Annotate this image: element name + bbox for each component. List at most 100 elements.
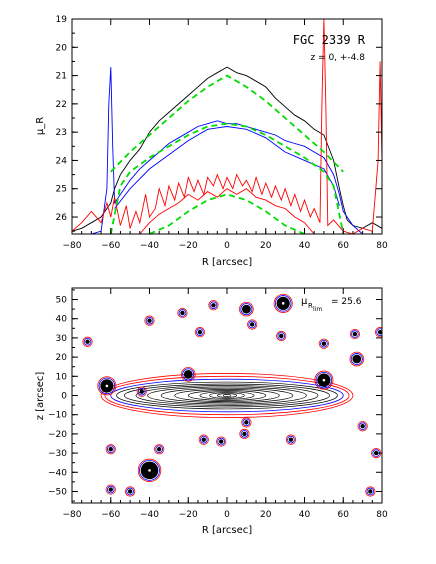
star-isophote-red — [365, 486, 376, 497]
contour-ytick-label: −20 — [48, 430, 67, 440]
profile-series-line-5 — [139, 188, 315, 235]
disk-isophote-5 — [187, 390, 267, 401]
contour-xtick-label: 60 — [338, 510, 350, 520]
profile-xlabel: R [arcsec] — [202, 257, 252, 268]
star-highlight — [105, 384, 109, 388]
star-isophote-red — [136, 386, 147, 397]
star-isophote-blue — [155, 445, 163, 454]
star-isophote-blue — [240, 430, 249, 438]
limit-sub: R — [308, 302, 313, 310]
star-isophote-red — [180, 367, 196, 382]
contour-xtick-label: −60 — [101, 510, 120, 520]
contour-panel: −80 −60 −40 −20 0 20 40 60 80 50 40 30 20 10 0 −10 −20 −3… — [35, 287, 388, 536]
contour-ylabel: z [arcsec] — [35, 372, 46, 421]
star-isophote-blue — [199, 435, 208, 444]
star-core — [288, 437, 294, 442]
profile-ytick-label: 19 — [56, 15, 68, 25]
star-isophote-red — [374, 327, 382, 338]
star-isophote-blue — [277, 332, 286, 340]
limit-value: = 25.6 — [331, 297, 362, 307]
star-core — [321, 341, 327, 346]
star-isophote-blue — [83, 337, 92, 346]
star-isophote-blue — [376, 328, 382, 336]
profile-xtick-label: −40 — [140, 241, 159, 251]
star-isophote-blue — [126, 487, 134, 496]
star-core — [183, 369, 193, 379]
star-isophote-blue — [242, 418, 251, 427]
limit-mu: μ — [301, 296, 308, 307]
disk-isophote-1 — [222, 393, 232, 398]
star-isophote-blue — [315, 371, 333, 389]
star-isophote-red — [194, 327, 205, 338]
contour-ytick-label: 0 — [61, 392, 67, 402]
star-isophote-red — [105, 444, 116, 455]
profile-ylabel: μ_R — [35, 117, 46, 135]
star-core — [368, 489, 373, 494]
star-isophote-red — [349, 328, 360, 340]
profile-ytick-label: 26 — [56, 213, 68, 223]
contour-ytick-label: 50 — [56, 296, 68, 306]
star-isophote-blue — [137, 387, 146, 396]
star-isophote-red — [125, 486, 136, 497]
contour-ytick-label: 40 — [56, 315, 68, 325]
limit-annotation: μ R lim = 25.6 — [301, 296, 362, 313]
star-core — [279, 333, 284, 339]
star-isophote-blue — [139, 459, 160, 481]
star-isophote-blue — [248, 320, 256, 329]
star-isophote-red — [216, 436, 227, 447]
star-core — [244, 420, 249, 425]
disk-isophote-11 — [116, 381, 338, 410]
contour-xtick-label: −80 — [63, 510, 82, 520]
star-isophote-red — [357, 421, 368, 432]
profile-xtick-label: 60 — [338, 241, 350, 251]
star-isophote-red — [239, 428, 250, 439]
disk-isophote-9 — [135, 385, 319, 406]
star-highlight — [322, 378, 326, 382]
profile-series-line-1 — [71, 66, 383, 232]
profile-series-line-3 — [114, 126, 340, 209]
star-isophote-blue — [366, 487, 375, 496]
disk-isophote-6 — [174, 389, 280, 402]
star-isophote-red — [273, 293, 293, 313]
contour-ytick-label: −10 — [48, 411, 67, 421]
disk-isophote-red-1 — [100, 373, 354, 418]
profile-ytick-label: 22 — [56, 100, 67, 110]
star-core — [377, 329, 382, 335]
star-isophote-blue — [350, 353, 363, 366]
star-core — [127, 489, 133, 494]
disk-isophote-blue — [110, 378, 344, 413]
contour-xtick-label: −20 — [179, 510, 198, 520]
star-isophote-red — [318, 338, 329, 349]
star-isophote-blue — [178, 309, 187, 317]
contour-xtick-label: 20 — [260, 510, 272, 520]
star-isophote-red — [349, 351, 365, 367]
star-isophote-blue — [287, 435, 295, 444]
disk-isophote-10 — [123, 383, 331, 408]
star-isophote-red — [105, 484, 116, 495]
star-core — [241, 304, 251, 314]
contour-ytick-label: −50 — [48, 487, 67, 497]
profile-title: FGC 2339 R — [293, 33, 366, 47]
star-core — [108, 447, 113, 452]
star-isophote-red — [247, 319, 258, 330]
star-isophote-red — [241, 417, 252, 428]
star-core — [156, 447, 162, 452]
star-isophote-red — [276, 330, 287, 342]
disk-isophote-red-2 — [104, 375, 350, 416]
star-core — [249, 322, 255, 327]
contour-xlabel: R [arcsec] — [202, 525, 252, 536]
profile-xtick-label: 80 — [376, 241, 388, 251]
star-core — [242, 431, 247, 437]
star-isophote-blue — [182, 368, 195, 381]
contour-map — [82, 293, 382, 497]
star-isophote-red — [285, 434, 297, 445]
disk-isophote-4 — [199, 391, 255, 400]
disk-isophote-7 — [160, 387, 294, 404]
contour-xtick-label: 80 — [376, 510, 388, 520]
profile-ticks: −80 −60 −40 −20 0 20 40 60 80 19 20 21 22 23 24 25 26 — [56, 15, 388, 251]
star-isophote-red — [198, 434, 209, 445]
star-isophote-red — [82, 336, 93, 347]
star-highlight — [281, 302, 285, 305]
star-isophote-blue — [106, 445, 115, 454]
star-core — [352, 354, 362, 364]
